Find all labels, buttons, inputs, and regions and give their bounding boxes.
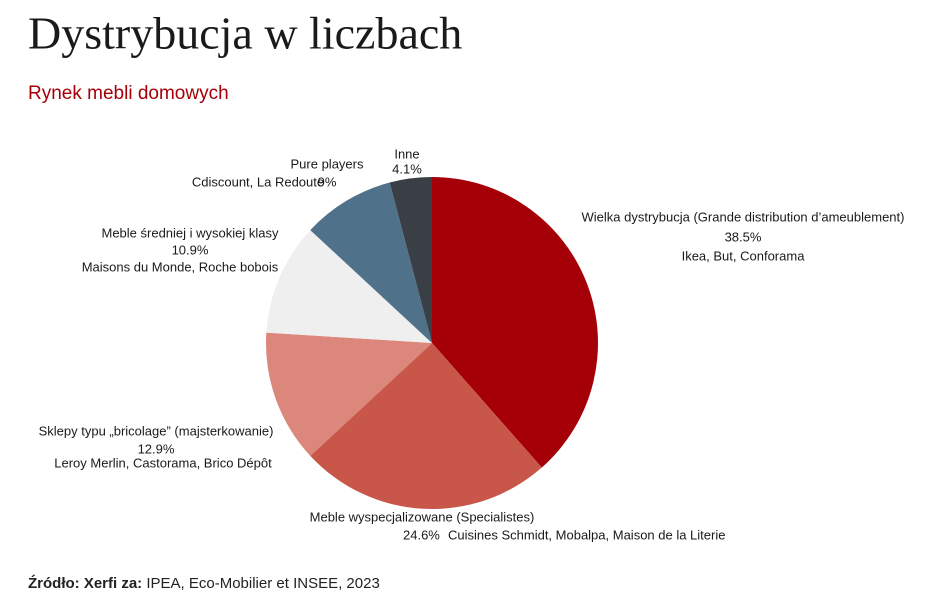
source: Źródło: Xerfi za: IPEA, Eco-Mobilier et … xyxy=(28,575,380,592)
slice-value: 38.5% xyxy=(725,229,762,244)
slice-value: 9% xyxy=(318,174,337,189)
slice-description: Cdiscount, La Redoute xyxy=(192,174,324,189)
slice-name: Meble wyspecjalizowane (Specialistes) xyxy=(310,509,535,524)
slice-description: Leroy Merlin, Castorama, Brico Dépôt xyxy=(54,455,272,470)
pie-slice xyxy=(266,332,432,456)
slice-name: Pure players xyxy=(291,156,364,171)
slice-description: Cuisines Schmidt, Mobalpa, Maison de la … xyxy=(448,527,725,542)
pie-slice xyxy=(310,343,542,509)
pie-slice xyxy=(432,177,598,468)
source-text: IPEA, Eco-Mobilier et INSEE, 2023 xyxy=(146,575,379,592)
slice-name: Inne xyxy=(394,146,419,161)
pie-slice xyxy=(389,177,432,343)
chart-subtitle: Rynek mebli domowych xyxy=(28,83,229,104)
slice-value: 12.9% xyxy=(138,441,175,456)
chart-title: Dystrybucja w liczbach xyxy=(28,8,462,59)
pie-slice xyxy=(266,230,432,343)
slice-description: Ikea, But, Conforama xyxy=(682,248,806,263)
source-label: Źródło: Xerfi za: xyxy=(28,575,142,592)
pie-slice xyxy=(310,182,432,343)
slice-name: Sklepy typu „bricolage” (majsterkowanie) xyxy=(39,423,274,438)
slice-name: Meble średniej i wysokiej klasy xyxy=(101,225,279,240)
slice-value: 10.9% xyxy=(172,242,209,257)
slice-description: Maisons du Monde, Roche bobois xyxy=(82,259,279,274)
slice-value: 24.6% xyxy=(403,527,440,542)
slice-name: Wielka dystrybucja (Grande distribution … xyxy=(582,209,905,224)
slice-value: 4.1% xyxy=(392,161,422,176)
